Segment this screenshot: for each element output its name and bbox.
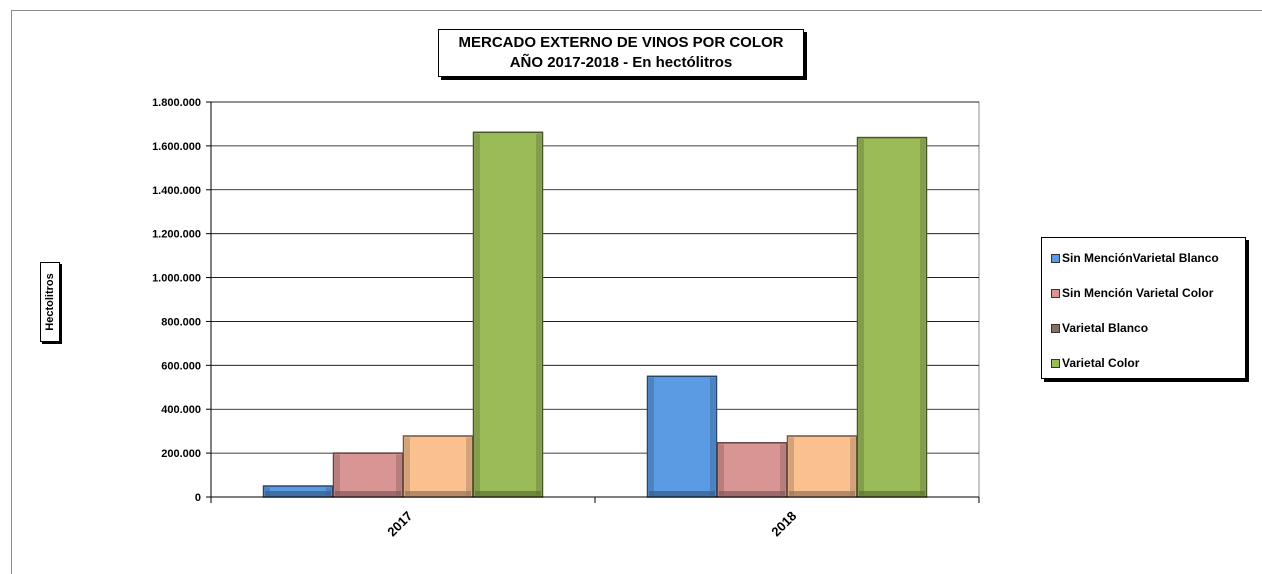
y-axis-label: Hectolitros: [44, 273, 56, 331]
legend: Sin MenciónVarietal Blanco Sin Mención V…: [1041, 237, 1246, 379]
bar-sin-menci-nvarietal-blanco-2018: [646, 375, 718, 498]
chart-title: MERCADO EXTERNO DE VINOS POR COLOR AÑO 2…: [438, 29, 804, 77]
legend-swatch: [1051, 358, 1060, 368]
bar-bevel-right: [850, 437, 855, 496]
bar-varietal-blanco-2017: [402, 435, 474, 498]
bar-bevel-bottom: [719, 491, 785, 496]
bar-bevel-left: [719, 444, 724, 496]
chart-area-frame: [11, 10, 1262, 574]
bar-bevel-right: [466, 437, 471, 496]
y-tick-label: 1.600.000: [152, 141, 201, 153]
legend-item-varietal-color: Varietal Color: [1051, 355, 1139, 371]
bar-bevel-left: [789, 437, 794, 496]
legend-label: Sin MenciónVarietal Blanco: [1062, 251, 1219, 265]
bar-bevel-right: [710, 377, 715, 496]
chart-title-line-1: MERCADO EXTERNO DE VINOS POR COLOR: [458, 34, 784, 51]
bar-bevel-right: [780, 444, 785, 496]
bar-bevel-right: [536, 133, 541, 496]
bar-bevel-left: [475, 133, 480, 496]
bar-bevel-right: [396, 454, 401, 496]
bar-sin-menci-n-varietal-color-2017: [332, 452, 404, 498]
y-tick-label: 600.000: [161, 360, 201, 372]
legend-swatch: [1051, 323, 1060, 333]
y-tick-label: 1.400.000: [152, 185, 201, 197]
bar-bevel-bottom: [789, 491, 855, 496]
legend-item-sin-mencion-varietal-blanco: Sin MenciónVarietal Blanco: [1051, 250, 1219, 266]
bar-bevel-bottom: [265, 491, 331, 496]
bar-varietal-blanco-2018: [786, 435, 858, 498]
bar-bevel-left: [405, 437, 410, 496]
legend-swatch: [1051, 253, 1060, 263]
y-tick-label: 1.800.000: [152, 97, 201, 109]
bar-bevel-bottom: [405, 491, 471, 496]
legend-label: Sin Mención Varietal Color: [1062, 286, 1214, 300]
y-tick-label: 800.000: [161, 316, 201, 328]
y-tick-label: 200.000: [161, 448, 201, 460]
bar-bevel-bottom: [475, 491, 541, 496]
bar-sin-menci-n-varietal-color-2018: [716, 442, 788, 498]
bar-varietal-color-2018: [856, 136, 928, 498]
y-tick-label: 1.000.000: [152, 273, 201, 285]
bar-bevel-bottom: [859, 491, 925, 496]
bar-bevel-left: [859, 139, 864, 496]
legend-item-varietal-blanco: Varietal Blanco: [1051, 320, 1148, 336]
x-tick-label: 2018: [768, 508, 799, 539]
legend-swatch: [1051, 288, 1060, 298]
x-tick-label: 2017: [384, 508, 415, 539]
bar-bevel-left: [335, 454, 340, 496]
y-tick-label: 0: [195, 492, 201, 504]
y-axis-label-box: Hectolitros: [40, 262, 60, 342]
bar-bevel-left: [649, 377, 654, 496]
bar-bevel-bottom: [335, 491, 401, 496]
bar-bevel-bottom: [649, 491, 715, 496]
bar-varietal-color-2017: [472, 131, 544, 498]
legend-label: Varietal Blanco: [1062, 321, 1149, 335]
legend-label: Varietal Color: [1062, 356, 1140, 370]
chart-title-line-2: AÑO 2017-2018 - En hectólitros: [509, 54, 733, 71]
legend-item-sin-mencion-varietal-color: Sin Mención Varietal Color: [1051, 285, 1213, 301]
bar-bevel-right: [920, 139, 925, 496]
y-tick-label: 400.000: [161, 404, 201, 416]
y-tick-label: 1.200.000: [152, 229, 201, 241]
